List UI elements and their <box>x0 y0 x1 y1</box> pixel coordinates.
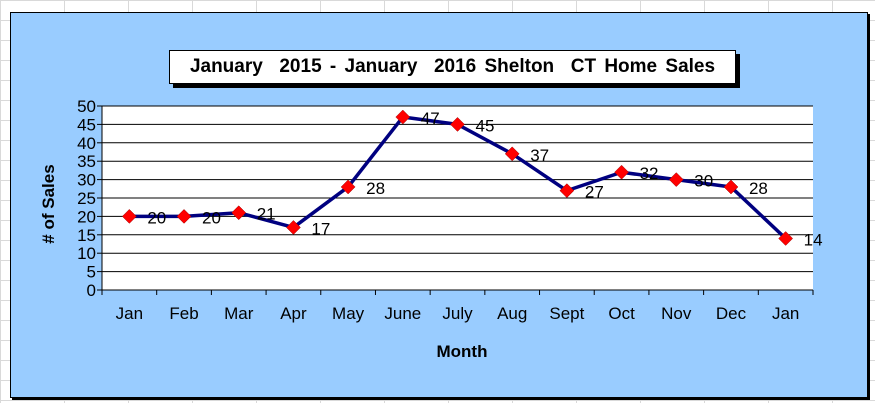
data-label: 30 <box>694 172 713 191</box>
data-label: 17 <box>311 219 330 238</box>
data-point-marker <box>340 179 356 195</box>
data-label: 47 <box>421 109 440 128</box>
y-tick-label: 30 <box>77 171 96 190</box>
y-tick-label: 25 <box>77 189 96 208</box>
chart-title-text: January 2015 - January 2016 Shelton CT H… <box>189 56 716 77</box>
data-label: 27 <box>585 183 604 202</box>
chart-title: January 2015 - January 2016 Shelton CT H… <box>169 50 736 84</box>
data-point-marker <box>450 117 465 132</box>
data-point-marker <box>395 109 411 125</box>
data-label: 14 <box>804 230 823 249</box>
y-tick-label: 35 <box>77 152 96 171</box>
data-point-marker <box>231 205 247 221</box>
data-point-marker <box>668 172 684 187</box>
data-label: 21 <box>257 205 276 224</box>
data-label: 20 <box>202 208 221 227</box>
x-tick-label: May <box>332 304 365 323</box>
data-point-marker <box>723 179 739 195</box>
data-point-marker <box>121 209 137 224</box>
y-tick-label: 50 <box>77 97 96 116</box>
data-label: 45 <box>476 116 495 135</box>
data-point-marker <box>286 220 301 235</box>
y-tick-label: 40 <box>77 134 96 153</box>
y-tick-label: 0 <box>87 281 96 300</box>
x-tick-label: Jan <box>772 304 799 323</box>
data-label: 28 <box>366 179 385 198</box>
x-tick-label: Feb <box>169 304 198 323</box>
x-tick-label: Sept <box>549 304 584 323</box>
data-point-marker <box>504 146 520 162</box>
y-tick-label: 10 <box>77 244 96 263</box>
data-label: 37 <box>530 146 549 165</box>
x-tick-label: June <box>384 304 421 323</box>
data-point-marker <box>176 209 192 224</box>
x-tick-label: Dec <box>716 304 747 323</box>
y-tick-label: 5 <box>87 263 96 282</box>
data-label: 20 <box>147 208 166 227</box>
x-tick-label: Nov <box>661 304 692 323</box>
y-tick-label: 20 <box>77 207 96 226</box>
data-label: 32 <box>640 164 659 183</box>
y-tick-label: 45 <box>77 115 96 134</box>
y-tick-label: 15 <box>77 226 96 245</box>
x-tick-label: Jan <box>116 304 143 323</box>
x-axis-label: Month <box>437 342 488 361</box>
y-axis-label: # of Sales <box>39 164 58 243</box>
x-tick-label: Oct <box>608 304 635 323</box>
x-tick-label: Aug <box>497 304 527 323</box>
data-point-marker <box>614 164 629 180</box>
x-tick-label: Apr <box>280 304 307 323</box>
x-tick-label: July <box>442 304 473 323</box>
data-point-marker <box>778 231 794 246</box>
x-tick-label: Mar <box>224 304 254 323</box>
data-label: 28 <box>749 179 768 198</box>
data-point-marker <box>559 183 575 198</box>
